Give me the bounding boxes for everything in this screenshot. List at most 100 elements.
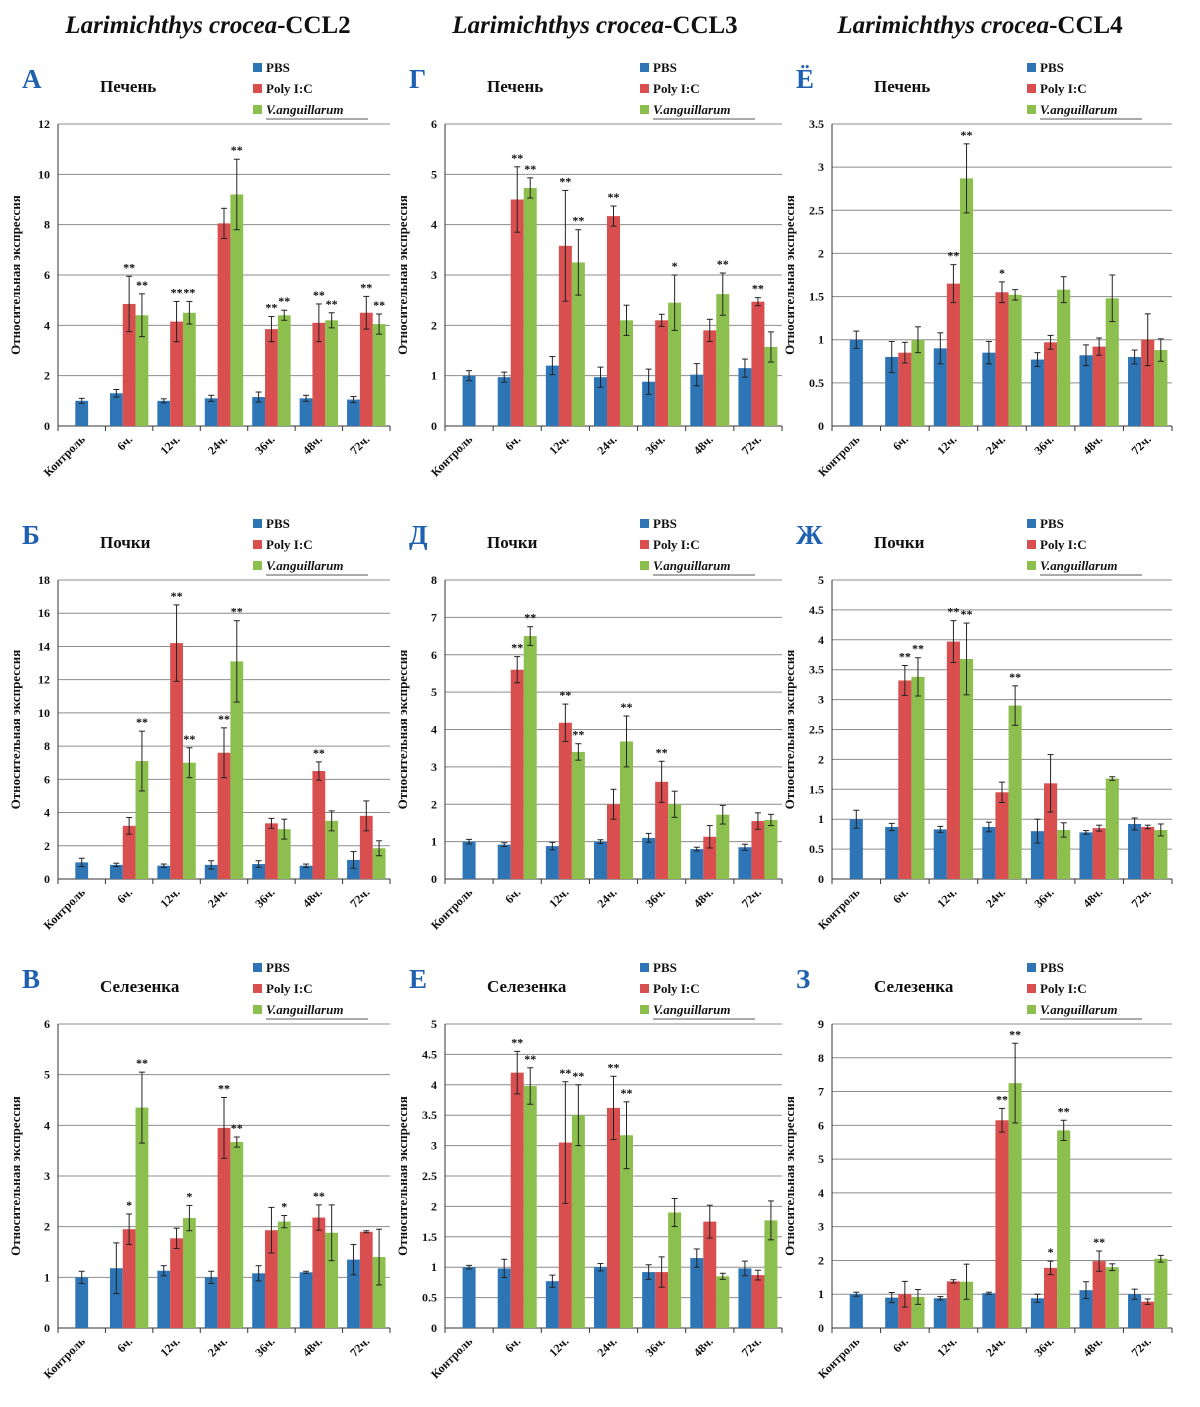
significance-mark: ** [136, 715, 148, 729]
legend-swatch [640, 63, 649, 72]
bar [751, 1275, 765, 1328]
y-tick-label: 7 [818, 1085, 824, 1099]
y-tick-label: 5 [818, 1152, 824, 1166]
significance-mark: ** [183, 285, 195, 299]
bar [1092, 828, 1106, 879]
y-tick-label: 1 [431, 835, 437, 849]
legend-label: V.anguillarum [266, 1002, 343, 1017]
y-tick-label: 0 [818, 419, 824, 433]
legend-label: Poly I:C [1040, 537, 1087, 552]
x-tick-label: 48ч. [691, 1334, 716, 1359]
legend-swatch [640, 1005, 649, 1014]
y-tick-label: 5 [431, 685, 437, 699]
bar [642, 1272, 656, 1328]
x-tick-label: 36ч. [642, 1334, 667, 1359]
significance-mark: ** [559, 174, 571, 188]
y-tick-label: 1 [431, 1260, 437, 1274]
significance-mark: ** [656, 745, 668, 759]
y-tick-label: 1 [818, 812, 824, 826]
x-tick-label: 36ч. [252, 1334, 277, 1359]
x-tick-label: 48ч. [300, 1334, 325, 1359]
y-tick-label: 4.5 [809, 603, 824, 617]
y-tick-label: 5 [431, 1017, 437, 1031]
bar [1044, 783, 1058, 879]
x-tick-label: 72ч. [739, 1334, 764, 1359]
bar [325, 320, 339, 426]
panel-letter: З [796, 964, 810, 994]
bar [716, 294, 730, 426]
bar [690, 849, 704, 879]
x-tick-label: 6ч. [502, 1334, 523, 1355]
panel-title: Печень [100, 77, 156, 96]
y-axis-label: Относительная экспрессия [782, 195, 797, 355]
legend-swatch [253, 963, 262, 972]
significance-mark: ** [912, 642, 924, 656]
bar [277, 1221, 291, 1328]
legend-label: PBS [266, 60, 290, 75]
y-tick-label: 2 [431, 797, 437, 811]
bar [898, 352, 912, 426]
significance-mark: ** [183, 732, 195, 746]
x-tick-label: Контроль [815, 1334, 863, 1382]
bar [359, 1231, 373, 1328]
bar [716, 814, 730, 879]
panel-letter: Г [409, 64, 426, 94]
legend-swatch [1027, 105, 1036, 114]
bar [1079, 832, 1093, 879]
significance-mark: ** [620, 1086, 632, 1100]
y-tick-label: 3.5 [422, 1108, 437, 1122]
x-tick-label: 48ч. [1080, 885, 1105, 910]
significance-mark: ** [136, 278, 148, 292]
bar [230, 661, 244, 879]
bar [1044, 1267, 1058, 1328]
significance-mark: ** [1058, 1104, 1070, 1118]
y-tick-label: 9 [818, 1017, 824, 1031]
legend-label: PBS [1040, 60, 1064, 75]
y-tick-label: 4 [431, 1078, 437, 1092]
bar [157, 1270, 171, 1328]
bar [1092, 346, 1106, 426]
legend-label: PBS [653, 516, 677, 531]
x-tick-label: 48ч. [300, 432, 325, 457]
legend-swatch [253, 540, 262, 549]
y-tick-label: 10 [38, 167, 50, 181]
bar [325, 820, 339, 879]
x-tick-label: 12ч. [934, 432, 959, 457]
bar [995, 792, 1009, 879]
significance-mark: * [1048, 1245, 1054, 1259]
y-tick-label: 2 [818, 246, 824, 260]
bar [75, 862, 89, 879]
x-tick-label: 6ч. [890, 1334, 911, 1355]
y-tick-label: 0.5 [422, 1291, 437, 1305]
x-tick-label: 12ч. [546, 1334, 571, 1359]
legend-swatch [253, 105, 262, 114]
legend-label: Poly I:C [266, 537, 313, 552]
y-tick-label: 6 [431, 117, 437, 131]
x-tick-label: Контроль [41, 432, 89, 480]
legend-swatch [253, 519, 262, 528]
y-tick-label: 2 [431, 1199, 437, 1213]
bar [885, 1297, 899, 1328]
bar [995, 1120, 1009, 1328]
y-tick-label: 0 [431, 872, 437, 886]
legend-swatch [640, 984, 649, 993]
legend-swatch [253, 63, 262, 72]
y-tick-label: 4 [818, 1186, 824, 1200]
bar [312, 1217, 326, 1328]
bar [738, 1268, 752, 1328]
bar [703, 330, 717, 426]
bar [716, 1276, 730, 1328]
bar [325, 1232, 339, 1328]
bar [738, 368, 752, 426]
panel-letter: Ж [796, 520, 823, 550]
bar [312, 322, 326, 426]
bar [1128, 823, 1142, 879]
y-tick-label: 2.5 [809, 723, 824, 737]
x-tick-label: 6ч. [114, 1334, 135, 1355]
bar [265, 1230, 278, 1328]
bar [642, 837, 656, 879]
y-tick-label: 0.5 [809, 376, 824, 390]
bar [571, 262, 585, 426]
bar [204, 398, 218, 426]
legend-label: Poly I:C [1040, 81, 1087, 96]
